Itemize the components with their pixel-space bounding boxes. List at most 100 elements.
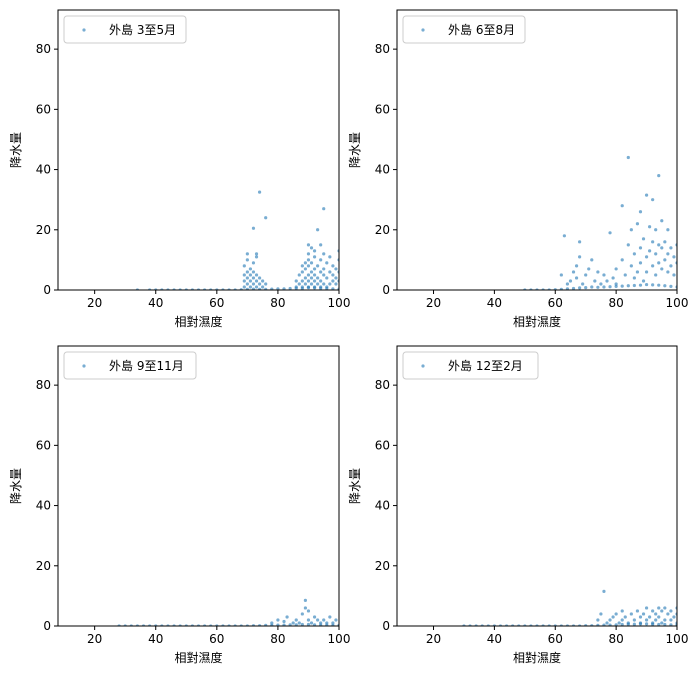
y-tick-label: 0 bbox=[382, 619, 390, 633]
data-point bbox=[611, 615, 615, 619]
x-tick-label: 60 bbox=[209, 632, 224, 646]
data-point bbox=[590, 285, 594, 289]
data-point bbox=[325, 621, 329, 625]
data-points bbox=[523, 155, 677, 290]
data-point bbox=[282, 619, 286, 624]
data-point bbox=[251, 282, 256, 286]
data-point bbox=[632, 622, 636, 626]
data-point bbox=[294, 623, 298, 626]
axes-frame bbox=[57, 9, 340, 291]
data-point bbox=[663, 606, 667, 610]
data-point bbox=[245, 270, 249, 274]
data-point bbox=[672, 615, 676, 619]
data-point bbox=[288, 286, 292, 290]
data-point bbox=[568, 279, 573, 283]
legend-marker bbox=[421, 364, 425, 368]
data-point bbox=[306, 285, 311, 289]
data-point bbox=[264, 623, 268, 626]
data-point bbox=[608, 285, 612, 289]
data-point bbox=[654, 228, 658, 232]
data-point bbox=[322, 207, 326, 211]
x-tick-label: 100 bbox=[666, 632, 689, 646]
data-point bbox=[666, 270, 670, 274]
data-point bbox=[584, 273, 588, 277]
data-point bbox=[654, 618, 658, 622]
data-point bbox=[663, 258, 667, 262]
data-point bbox=[611, 276, 615, 280]
legend-label: 外島 6至8月 bbox=[448, 22, 515, 37]
data-point bbox=[245, 252, 249, 256]
data-point bbox=[651, 609, 655, 613]
data-point bbox=[251, 226, 256, 230]
data-points bbox=[462, 589, 677, 626]
data-point bbox=[584, 285, 588, 290]
data-point bbox=[602, 589, 606, 593]
data-point bbox=[328, 255, 332, 259]
data-point bbox=[629, 228, 633, 232]
y-axis-label: 降水量 bbox=[9, 132, 23, 168]
data-point bbox=[309, 276, 314, 280]
data-point bbox=[571, 270, 576, 274]
data-point bbox=[641, 237, 646, 241]
data-point bbox=[605, 279, 609, 283]
legend: 外島 12至2月 bbox=[402, 351, 539, 380]
data-point bbox=[608, 618, 612, 622]
data-point bbox=[632, 276, 636, 280]
data-point bbox=[666, 252, 670, 256]
data-point bbox=[602, 273, 606, 277]
legend-marker bbox=[421, 28, 425, 32]
y-tick-label: 0 bbox=[43, 619, 51, 633]
x-tick-label: 60 bbox=[209, 296, 224, 310]
data-point bbox=[306, 258, 311, 262]
data-point bbox=[620, 258, 624, 262]
x-tick-label: 20 bbox=[426, 296, 441, 310]
data-point bbox=[306, 252, 311, 256]
legend-box bbox=[63, 15, 187, 44]
x-axis-label: 相對濕度 bbox=[513, 314, 561, 329]
data-point bbox=[663, 240, 667, 244]
data-point bbox=[328, 282, 332, 286]
data-point bbox=[651, 240, 655, 244]
data-point bbox=[669, 246, 673, 250]
data-point bbox=[590, 258, 594, 262]
data-point bbox=[571, 286, 576, 290]
data-point bbox=[620, 204, 624, 208]
legend-marker bbox=[82, 28, 86, 32]
legend-box bbox=[63, 351, 197, 380]
data-point bbox=[638, 621, 643, 625]
data-point bbox=[282, 623, 286, 626]
data-point bbox=[632, 618, 636, 622]
data-point bbox=[312, 267, 317, 271]
data-point bbox=[316, 282, 320, 286]
data-point bbox=[251, 276, 256, 280]
data-point bbox=[254, 252, 259, 256]
data-point bbox=[316, 228, 320, 232]
data-point bbox=[596, 623, 600, 626]
data-point bbox=[300, 264, 304, 268]
data-point bbox=[565, 287, 570, 290]
data-point bbox=[294, 285, 298, 289]
data-point bbox=[270, 287, 274, 290]
data-point bbox=[651, 198, 655, 202]
data-point bbox=[614, 282, 618, 286]
x-axis-label: 相對濕度 bbox=[513, 650, 561, 665]
data-point bbox=[251, 287, 256, 290]
y-tick-label: 20 bbox=[36, 559, 51, 573]
data-point bbox=[638, 283, 643, 287]
data-point bbox=[599, 612, 603, 616]
y-axis-label: 降水量 bbox=[348, 468, 362, 504]
data-point bbox=[319, 621, 323, 625]
x-tick-label: 60 bbox=[548, 632, 563, 646]
data-point bbox=[644, 282, 649, 287]
x-tick-label: 80 bbox=[270, 296, 285, 310]
data-point bbox=[261, 285, 265, 289]
data-point bbox=[257, 276, 262, 280]
data-point bbox=[261, 279, 265, 283]
data-point bbox=[319, 258, 323, 262]
data-point bbox=[660, 267, 664, 271]
data-point bbox=[596, 270, 600, 274]
data-point bbox=[617, 621, 621, 625]
data-point bbox=[599, 282, 603, 286]
data-point bbox=[300, 622, 304, 626]
y-tick-label: 60 bbox=[36, 438, 51, 452]
